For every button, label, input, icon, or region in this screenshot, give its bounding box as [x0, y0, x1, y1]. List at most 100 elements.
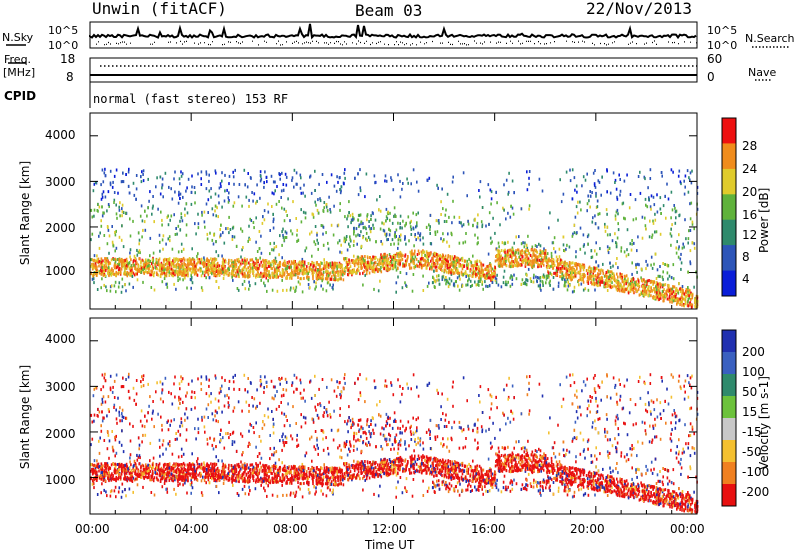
- range-cell: [163, 260, 165, 264]
- range-cell: [407, 215, 410, 219]
- range-cell: [175, 269, 178, 273]
- range-cell: [319, 199, 322, 203]
- range-cell: [615, 241, 617, 245]
- range-cell: [509, 254, 512, 258]
- range-cell: [466, 259, 468, 263]
- range-cell: [412, 273, 415, 276]
- range-cell: [477, 268, 480, 272]
- range-cell: [410, 233, 413, 236]
- range-cell: [366, 267, 368, 271]
- freq-tick-top: 18: [60, 52, 76, 66]
- range-cell: [284, 230, 287, 234]
- range-cell: [211, 207, 214, 211]
- range-cell: [332, 233, 335, 237]
- range-cell: [647, 288, 650, 292]
- range-cell: [620, 283, 622, 287]
- range-cell: [385, 234, 388, 238]
- range-cell: [534, 254, 537, 258]
- range-cell: [677, 291, 680, 295]
- range-cell: [92, 262, 95, 266]
- range-cell: [582, 233, 585, 237]
- range-cell: [502, 275, 505, 279]
- range-cell: [684, 174, 687, 178]
- range-cell: [538, 255, 540, 259]
- range-cell: [324, 266, 327, 270]
- range-cell: [272, 275, 275, 279]
- range-cell: [335, 278, 338, 282]
- range-cell: [496, 201, 498, 205]
- range-cell: [546, 266, 548, 270]
- range-cell: [406, 259, 408, 263]
- range-cell: [376, 262, 379, 266]
- range-cell: [310, 263, 312, 267]
- range-cell: [579, 200, 581, 204]
- range-cell: [322, 277, 324, 281]
- range-cell: [510, 265, 513, 268]
- range-cell: [353, 270, 356, 274]
- range-cell: [313, 270, 315, 274]
- range-cell: [548, 257, 550, 261]
- range-cell: [320, 224, 323, 227]
- range-cell: [296, 266, 299, 270]
- x-tick-6: 00:00: [670, 522, 705, 536]
- range-cell: [567, 284, 570, 288]
- range-cell: [435, 265, 438, 269]
- range-cell: [688, 296, 691, 300]
- range-cell: [315, 281, 317, 285]
- vel-cbar-tick-50: 50: [742, 385, 758, 399]
- range-cell: [212, 242, 215, 246]
- range-cell: [595, 241, 597, 245]
- range-cell: [457, 259, 460, 262]
- range-cell: [272, 212, 274, 216]
- range-cell: [604, 285, 607, 289]
- range-cell: [266, 267, 268, 270]
- range-cell: [631, 288, 634, 292]
- range-cell: [388, 261, 391, 264]
- range-cell: [687, 237, 690, 241]
- range-cell: [179, 272, 181, 276]
- range-cell: [691, 296, 694, 300]
- range-cell: [444, 254, 447, 258]
- range-cell: [175, 227, 177, 230]
- range-cell: [554, 250, 557, 254]
- range-cell: [521, 263, 523, 267]
- range-cell: [417, 211, 419, 215]
- range-cell: [288, 276, 291, 280]
- nsky-tick-bottom: 10^0: [48, 39, 79, 52]
- range-cell: [638, 293, 641, 297]
- range-cell: [667, 277, 669, 281]
- range-cell: [511, 254, 513, 258]
- range-cell: [607, 275, 609, 279]
- range-cell: [247, 266, 249, 270]
- range-cell: [207, 262, 210, 266]
- range-cell: [399, 252, 401, 256]
- range-cell: [319, 276, 322, 280]
- range-cell: [228, 174, 231, 178]
- range-cell: [410, 254, 412, 258]
- range-cell: [602, 271, 605, 275]
- range-cell: [521, 261, 524, 265]
- range-cell: [654, 296, 657, 300]
- range-cell: [549, 211, 551, 215]
- range-cell: [579, 263, 582, 267]
- range-cell: [447, 260, 449, 264]
- range-cell: [109, 261, 112, 265]
- range-cell: [211, 261, 214, 265]
- range-cell: [612, 171, 615, 175]
- range-cell: [500, 249, 503, 252]
- range-cell: [238, 275, 240, 279]
- range-cell: [644, 290, 646, 294]
- range-cell: [520, 282, 523, 286]
- range-cell: [657, 285, 659, 289]
- range-cell: [432, 275, 434, 279]
- range-cell: [687, 288, 690, 292]
- range-cell: [108, 274, 110, 278]
- range-cell: [694, 297, 696, 301]
- range-cell: [411, 256, 414, 259]
- range-cell: [102, 180, 105, 184]
- range-cell: [149, 190, 151, 194]
- range-cell: [675, 251, 678, 255]
- range-cell: [143, 263, 146, 267]
- range-cell: [235, 265, 238, 269]
- range-cell: [252, 274, 255, 278]
